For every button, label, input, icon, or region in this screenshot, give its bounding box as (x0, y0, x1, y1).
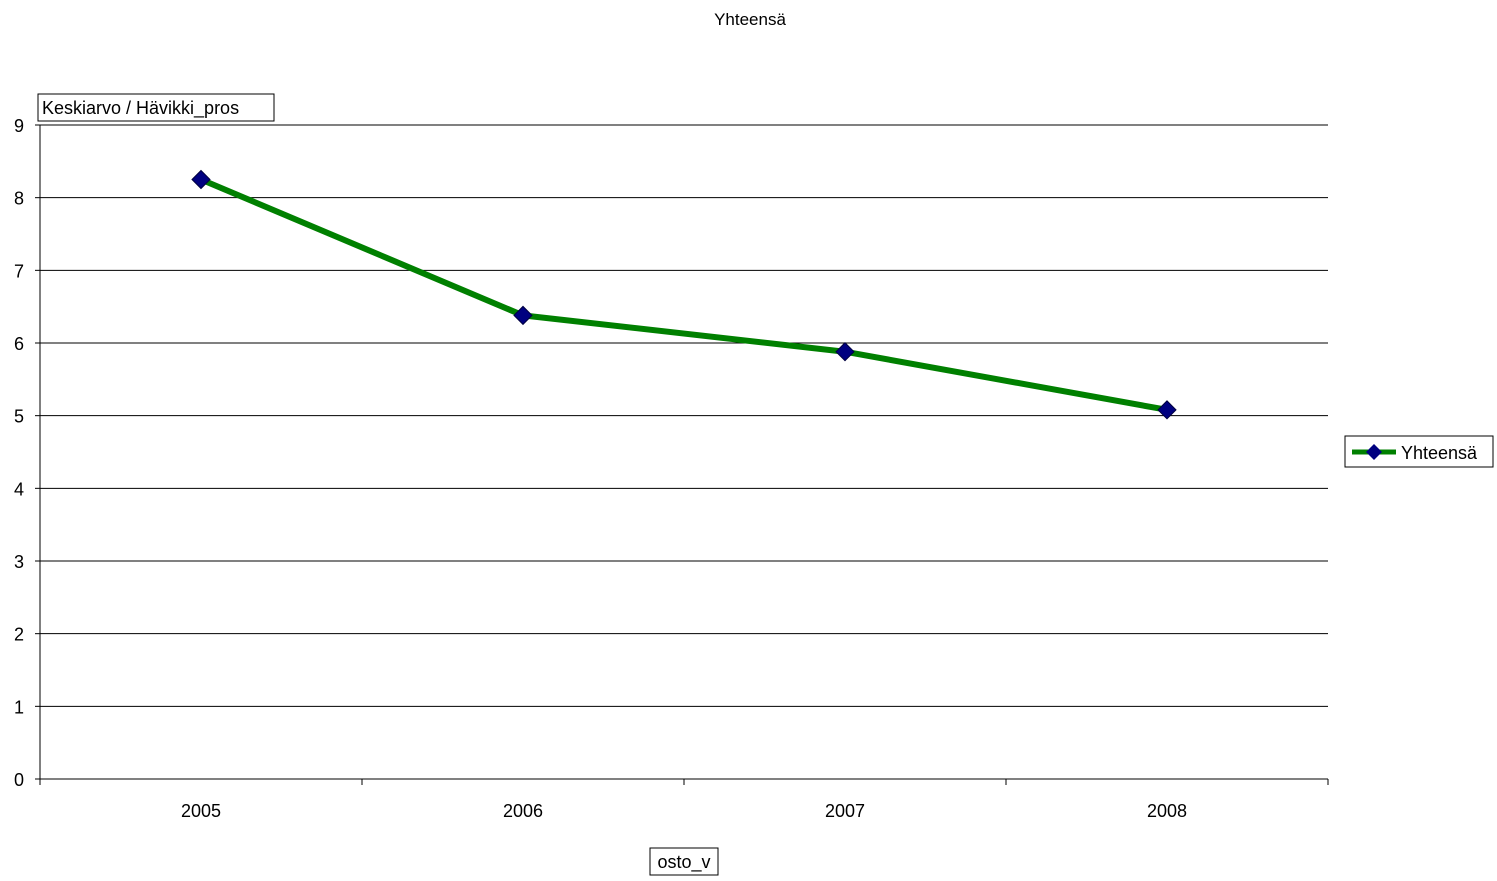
axes (35, 124, 1329, 785)
x-axis-title: osto_v (649, 847, 719, 876)
x-tick-label: 2007 (825, 801, 865, 821)
y-tick-labels: 0 1 2 3 4 5 6 7 8 9 (14, 116, 24, 790)
x-tick-label: 2008 (1147, 801, 1187, 821)
data-point (1157, 400, 1177, 420)
legend-marker (1366, 444, 1382, 460)
y-tick-label: 3 (14, 552, 24, 572)
legend: Yhteensä (1344, 435, 1494, 468)
y-tick-label: 7 (14, 261, 24, 281)
y-tick-label: 9 (14, 116, 24, 136)
y-axis-title: Keskiarvo / Hävikki_pros (37, 93, 275, 122)
y-tick-label: 1 (14, 697, 24, 717)
data-point (191, 169, 211, 190)
y-tick-label: 5 (14, 407, 24, 427)
y-tick-label: 8 (14, 189, 24, 209)
x-tick-labels: 2005 2006 2007 2008 (181, 801, 1187, 821)
y-tick-label: 4 (14, 479, 24, 499)
x-axis-title-box (649, 847, 719, 876)
series-group (191, 169, 1177, 420)
data-point (835, 342, 855, 362)
x-axis-title-text: osto_v (657, 852, 710, 873)
x-tick-label: 2006 (503, 801, 543, 821)
series-line (199, 176, 1168, 413)
chart-title: Yhteensä (714, 10, 786, 29)
y-axis-title-box (37, 93, 275, 122)
y-tick-label: 0 (14, 770, 24, 790)
y-tick-label: 2 (14, 625, 24, 645)
gridlines (40, 124, 1328, 707)
y-axis-title-text: Keskiarvo / Hävikki_pros (42, 98, 239, 119)
y-tick-label: 6 (14, 334, 24, 354)
legend-label: Yhteensä (1401, 443, 1478, 463)
data-point (513, 305, 533, 326)
x-tick-label: 2005 (181, 801, 221, 821)
